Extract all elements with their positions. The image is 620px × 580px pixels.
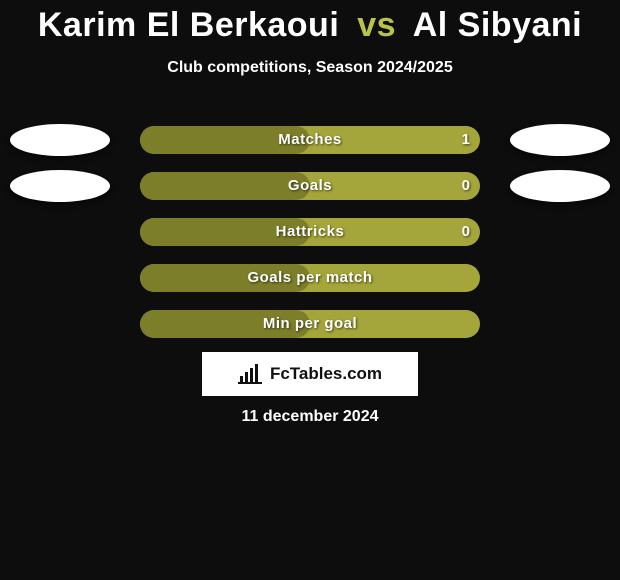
stat-label: Hattricks (140, 218, 480, 246)
stat-row: Min per goal (0, 302, 620, 348)
stat-rows: Matches1Goals0Hattricks0Goals per matchM… (0, 118, 620, 348)
brand-name: FcTables.com (270, 364, 382, 384)
stat-row: Goals0 (0, 164, 620, 210)
stat-label: Goals (140, 172, 480, 200)
stat-bar: Goals per match (140, 264, 480, 292)
stat-label: Goals per match (140, 264, 480, 292)
player-a-pill (10, 170, 110, 202)
player-a-name: Karim El Berkaoui (38, 6, 339, 44)
stat-row: Matches1 (0, 118, 620, 164)
stat-bar: Matches1 (140, 126, 480, 154)
stat-value-b: 1 (462, 126, 470, 154)
date: 11 december 2024 (0, 408, 620, 426)
stat-label: Matches (140, 126, 480, 154)
stat-bar: Goals0 (140, 172, 480, 200)
page-title: Karim El Berkaoui vs Al Sibyani (0, 0, 620, 45)
brand-badge: FcTables.com (202, 352, 418, 396)
stat-bar: Hattricks0 (140, 218, 480, 246)
comparison-infographic: Karim El Berkaoui vs Al Sibyani Club com… (0, 0, 620, 580)
subtitle: Club competitions, Season 2024/2025 (0, 59, 620, 77)
player-a-pill (10, 124, 110, 156)
stat-bar: Min per goal (140, 310, 480, 338)
vs-word: vs (357, 6, 396, 44)
stat-row: Goals per match (0, 256, 620, 302)
stat-label: Min per goal (140, 310, 480, 338)
chart-icon (238, 364, 264, 384)
stat-row: Hattricks0 (0, 210, 620, 256)
player-b-name: Al Sibyani (413, 6, 582, 44)
player-b-pill (510, 124, 610, 156)
player-b-pill (510, 170, 610, 202)
stat-value-b: 0 (462, 218, 470, 246)
stat-value-b: 0 (462, 172, 470, 200)
